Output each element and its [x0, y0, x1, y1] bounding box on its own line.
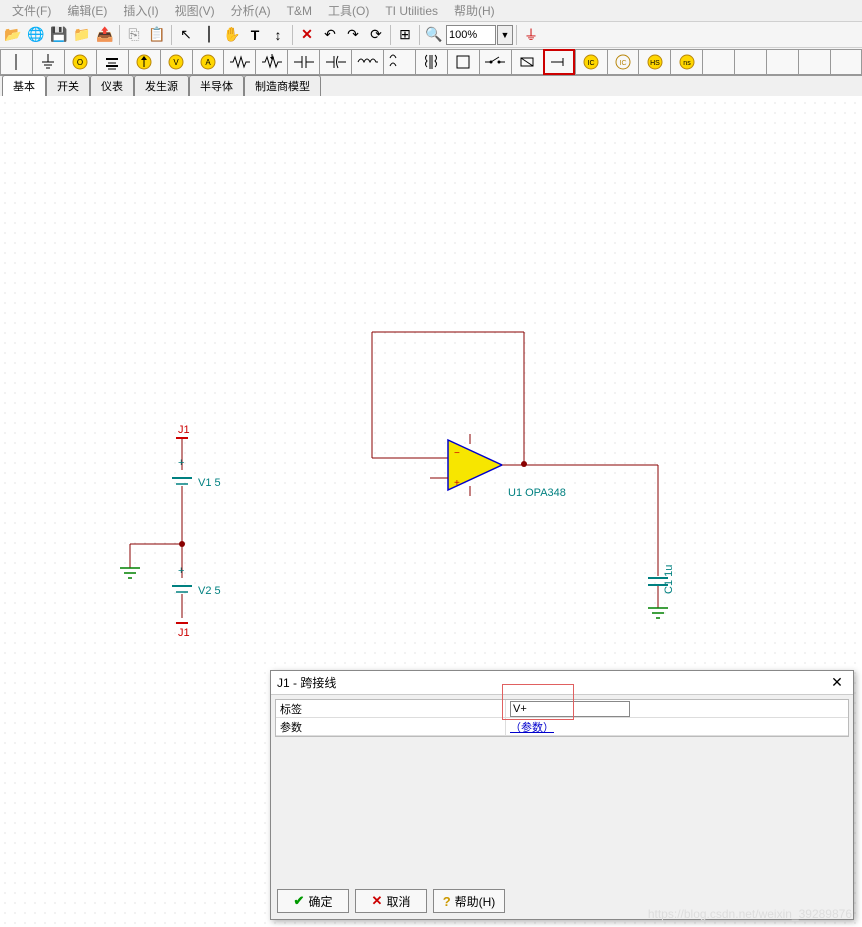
svg-text:HS: HS	[650, 60, 660, 67]
tab-mfg[interactable]: 制造商模型	[244, 75, 321, 96]
label-j1-top: J1	[178, 424, 190, 436]
component-ns[interactable]: ns	[670, 49, 702, 75]
component-jumper2[interactable]	[543, 49, 575, 75]
tab-semi[interactable]: 半导体	[189, 75, 244, 96]
close-icon[interactable]: 📁	[71, 24, 93, 46]
text-icon[interactable]: T	[244, 24, 266, 46]
label-j1-bot: J1	[178, 627, 190, 639]
menu-view[interactable]: 视图(V)	[167, 0, 223, 21]
tab-meter[interactable]: 仪表	[90, 75, 134, 96]
menu-tm[interactable]: T&M	[279, 2, 320, 20]
svg-text:IC: IC	[619, 60, 626, 67]
svg-text:V: V	[173, 58, 179, 67]
tab-basic[interactable]: 基本	[2, 75, 46, 96]
label-v1: V1 5	[198, 477, 221, 489]
properties-dialog: J1 - 跨接线 ✕ 标签 参数 （参数） ✔确定 ✕取消 ?帮助(H)	[270, 670, 854, 920]
component-capacitor[interactable]	[287, 49, 319, 75]
menu-analysis[interactable]: 分析(A)	[223, 0, 279, 21]
component-isource[interactable]	[128, 49, 160, 75]
component-resistor[interactable]	[223, 49, 255, 75]
dialog-close-button[interactable]: ✕	[827, 673, 847, 693]
delete-icon[interactable]: ✕	[296, 24, 318, 46]
component-ameter[interactable]: A	[192, 49, 224, 75]
component-switch[interactable]	[479, 49, 511, 75]
component-empty-1[interactable]	[702, 49, 734, 75]
zoom-dropdown-icon[interactable]: ▼	[497, 25, 513, 45]
zoom-in-icon[interactable]: 🔍	[423, 24, 445, 46]
help-button[interactable]: ?帮助(H)	[433, 889, 505, 913]
component-ic2[interactable]: IC	[607, 49, 639, 75]
grid-icon[interactable]: ⊞	[394, 24, 416, 46]
component-vsource[interactable]: O	[64, 49, 96, 75]
component-ic1[interactable]: IC	[575, 49, 607, 75]
label-opamp: U1 OPA348	[508, 487, 566, 499]
menu-file[interactable]: 文件(F)	[4, 0, 59, 21]
copy-icon[interactable]: ⎘	[123, 24, 145, 46]
component-tabs: 基本 开关 仪表 发生源 半导体 制造商模型	[0, 76, 862, 96]
watermark: https://blog.csdn.net/weixin_39289876	[648, 907, 852, 921]
component-empty-4[interactable]	[798, 49, 830, 75]
menu-ti-utilities[interactable]: TI Utilities	[377, 2, 446, 20]
property-grid: 标签 参数 （参数）	[275, 699, 849, 737]
chip-icon[interactable]: ⏚	[520, 24, 542, 46]
rotate-icon[interactable]: ⟳	[365, 24, 387, 46]
component-relay[interactable]	[511, 49, 543, 75]
svg-text:+: +	[454, 478, 460, 489]
cancel-button[interactable]: ✕取消	[355, 889, 427, 913]
hand-icon[interactable]: ✋	[221, 24, 243, 46]
ok-button[interactable]: ✔确定	[277, 889, 349, 913]
svg-text:ns: ns	[683, 60, 691, 67]
component-inductor[interactable]	[351, 49, 383, 75]
menu-edit[interactable]: 编辑(E)	[59, 0, 115, 21]
component-xformer2[interactable]	[447, 49, 479, 75]
wire-icon[interactable]: ⎮	[198, 24, 220, 46]
menu-insert[interactable]: 插入(I)	[115, 0, 166, 21]
menu-tools[interactable]: 工具(O)	[320, 0, 377, 21]
dialog-title-text: J1 - 跨接线	[277, 674, 336, 691]
menu-help[interactable]: 帮助(H)	[446, 0, 503, 21]
save-icon[interactable]: 💾	[48, 24, 70, 46]
component-toolbar: O V A IC IC HS ns	[0, 48, 862, 76]
globe-icon[interactable]: 🌐	[25, 24, 47, 46]
prop-link-param[interactable]: （参数）	[510, 719, 554, 735]
paste-icon[interactable]: 📋	[146, 24, 168, 46]
label-cap: C1 1u	[663, 565, 675, 594]
redo-icon[interactable]: ↷	[342, 24, 364, 46]
menu-bar: 文件(F) 编辑(E) 插入(I) 视图(V) 分析(A) T&M 工具(O) …	[0, 0, 862, 22]
zoom-input[interactable]	[446, 25, 496, 45]
svg-text:+: +	[178, 457, 184, 469]
component-vmeter[interactable]: V	[160, 49, 192, 75]
undo-icon[interactable]: ↶	[319, 24, 341, 46]
component-jumper[interactable]	[0, 49, 32, 75]
svg-text:+: +	[178, 565, 184, 577]
component-ground[interactable]	[32, 49, 64, 75]
component-pot[interactable]	[255, 49, 287, 75]
open-icon[interactable]: 📂	[2, 24, 24, 46]
svg-text:IC: IC	[588, 60, 595, 67]
prop-label-tag: 标签	[276, 700, 506, 717]
component-battery[interactable]	[96, 49, 128, 75]
component-empty-3[interactable]	[766, 49, 798, 75]
svg-text:−: −	[454, 448, 460, 459]
component-coupled-l[interactable]	[383, 49, 415, 75]
label-v2: V2 5	[198, 585, 221, 597]
tab-switch[interactable]: 开关	[46, 75, 90, 96]
prop-label-param: 参数	[276, 718, 506, 735]
export-icon[interactable]: 📤	[94, 24, 116, 46]
component-polar-cap[interactable]	[319, 49, 351, 75]
tab-source[interactable]: 发生源	[134, 75, 189, 96]
component-transformer[interactable]	[415, 49, 447, 75]
standard-toolbar: 📂 🌐 💾 📁 📤 ⎘ 📋 ↖ ⎮ ✋ T ↕ ✕ ↶ ↷ ⟳ ⊞ 🔍 ▼ ⏚	[0, 22, 862, 48]
svg-text:A: A	[205, 58, 211, 67]
pointer-icon[interactable]: ↖	[175, 24, 197, 46]
measure-icon[interactable]: ↕	[267, 24, 289, 46]
component-empty-5[interactable]	[830, 49, 862, 75]
component-hs[interactable]: HS	[638, 49, 670, 75]
svg-text:O: O	[77, 58, 83, 67]
component-empty-2[interactable]	[734, 49, 766, 75]
